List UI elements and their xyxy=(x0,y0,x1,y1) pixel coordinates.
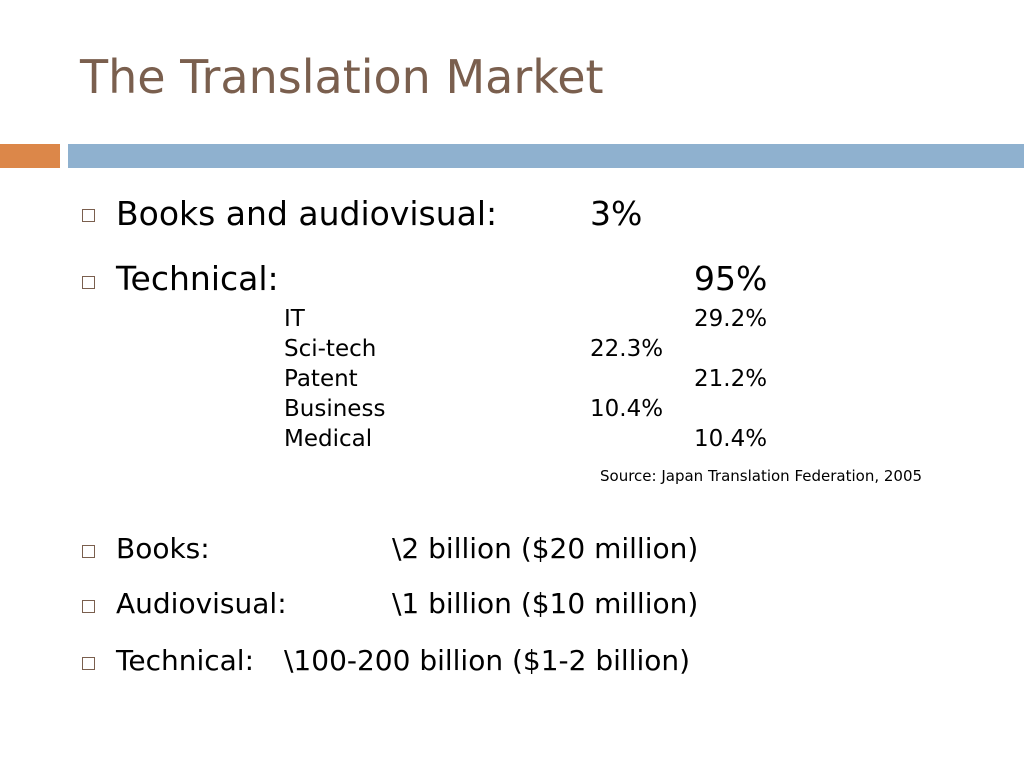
source-note: Source: Japan Translation Federation, 20… xyxy=(600,467,923,485)
breakdown-value-it: 29.2% xyxy=(694,306,768,332)
bullet-square-icon xyxy=(82,657,95,670)
share-label-books-av: Books and audiovisual: xyxy=(116,194,498,233)
breakdown-value-medical: 10.4% xyxy=(694,426,768,452)
bullet-square-icon xyxy=(82,600,95,613)
breakdown-label-medical: Medical xyxy=(284,426,373,452)
bullet-square-icon xyxy=(82,276,95,289)
breakdown-label-business: Business xyxy=(284,396,386,422)
breakdown-value-business: 10.4% xyxy=(590,396,664,422)
size-label-books: Books: xyxy=(116,532,210,565)
accent-bar-blue xyxy=(68,144,1024,168)
breakdown-label-sci-tech: Sci-tech xyxy=(284,336,377,362)
bullet-square-icon xyxy=(82,545,95,558)
size-label-technical: Technical: xyxy=(116,644,255,677)
share-value-technical: 95% xyxy=(694,259,768,298)
share-value-books-av: 3% xyxy=(590,194,643,233)
breakdown-label-patent: Patent xyxy=(284,366,358,392)
breakdown-value-sci-tech: 22.3% xyxy=(590,336,664,362)
size-value-technical: \100-200 billion ($1-2 billion) xyxy=(284,644,691,677)
size-label-audiovisual: Audiovisual: xyxy=(116,587,287,620)
breakdown-label-it: IT xyxy=(284,306,305,332)
accent-bar-orange xyxy=(0,144,60,168)
bullet-square-icon xyxy=(82,209,95,222)
slide-title: The Translation Market xyxy=(80,50,604,104)
breakdown-value-patent: 21.2% xyxy=(694,366,768,392)
size-value-books: \2 billion ($20 million) xyxy=(392,532,699,565)
share-label-technical: Technical: xyxy=(116,259,279,298)
size-value-audiovisual: \1 billion ($10 million) xyxy=(392,587,699,620)
